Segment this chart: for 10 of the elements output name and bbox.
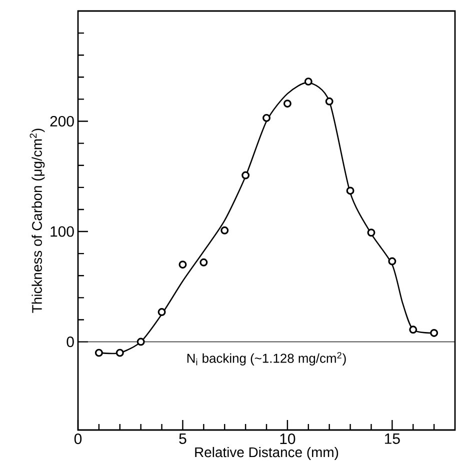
x-tick-label: 15 — [385, 434, 400, 444]
y-tick-label: 0 — [66, 336, 74, 348]
x-axis-title: Relative Distance (mm) — [195, 446, 338, 460]
x-tick-label: 0 — [74, 434, 82, 444]
y-tick-label: 200 — [50, 116, 74, 127]
y-axis-title: Thickness of Carbon (μg/cm$^{2}$) — [30, 128, 45, 313]
annotation: N$_{i}$ backing (~1.128 mg/cm$^{2}$) — [187, 352, 346, 366]
y-tick-label: 100 — [50, 226, 74, 237]
x-tick-label: 5 — [179, 434, 186, 444]
x-tick-label: 10 — [280, 434, 296, 444]
